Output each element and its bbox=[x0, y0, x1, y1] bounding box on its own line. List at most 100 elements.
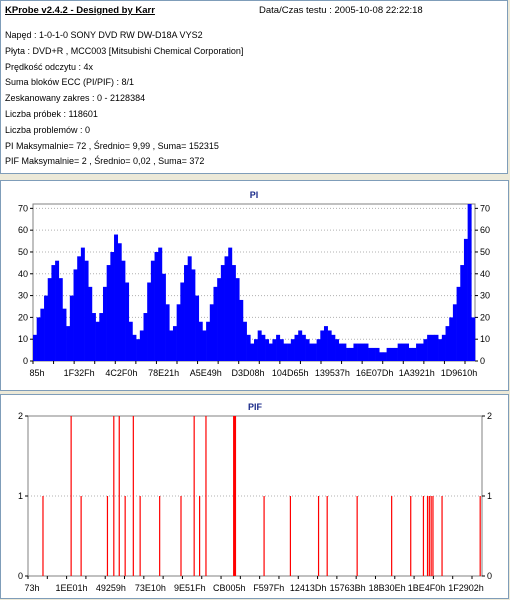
pi-bar bbox=[239, 299, 244, 361]
pi-bar bbox=[397, 343, 402, 361]
pi-bar bbox=[228, 247, 233, 361]
y-tick-label-right: 2 bbox=[487, 411, 492, 421]
pi-bar bbox=[198, 321, 203, 361]
pi-bar bbox=[386, 347, 391, 361]
pi-bar bbox=[467, 204, 472, 361]
pi-bar bbox=[445, 326, 450, 361]
pi-bar bbox=[364, 343, 369, 361]
pi-bar bbox=[176, 304, 181, 361]
pi-bar bbox=[279, 339, 284, 361]
pi-bar bbox=[136, 339, 141, 361]
pi-bar bbox=[172, 326, 177, 361]
pi-bar bbox=[290, 339, 295, 361]
x-tick-label: 73h bbox=[24, 583, 39, 593]
chart-title: PI bbox=[250, 190, 259, 200]
pi-bar bbox=[412, 347, 417, 361]
y-tick-label: 1 bbox=[18, 491, 23, 501]
pi-bar bbox=[283, 343, 288, 361]
pi-bar bbox=[346, 347, 351, 361]
pi-bar bbox=[40, 308, 45, 361]
y-tick-label: 70 bbox=[18, 203, 28, 213]
x-tick-label: 4C2F0h bbox=[105, 368, 137, 378]
pi-bar bbox=[95, 321, 100, 361]
pi-bar bbox=[460, 265, 465, 361]
x-tick-label: 1F2902h bbox=[448, 583, 484, 593]
pi-bar bbox=[180, 282, 185, 361]
pi-bar bbox=[69, 295, 74, 361]
pi-bar bbox=[62, 308, 67, 361]
pi-bar bbox=[261, 334, 266, 361]
info-line: Suma bloków ECC (PI/PIF) : 8/1 bbox=[5, 77, 135, 88]
pi-bar bbox=[393, 347, 398, 361]
pi-bar bbox=[224, 256, 229, 361]
pi-bar bbox=[294, 334, 299, 361]
pi-bar bbox=[99, 313, 104, 361]
pi-bar bbox=[434, 334, 439, 361]
pi-bar bbox=[88, 286, 93, 361]
pi-bar bbox=[77, 256, 82, 361]
pi-bar bbox=[58, 278, 63, 361]
pi-bar bbox=[217, 278, 222, 361]
y-tick-label-right: 40 bbox=[480, 269, 490, 279]
x-tick-label: 1F32Fh bbox=[64, 368, 95, 378]
pi-bar bbox=[73, 269, 78, 361]
pi-bar bbox=[161, 273, 166, 361]
pi-bar bbox=[220, 265, 225, 361]
pi-bar bbox=[246, 334, 251, 361]
pi-bar bbox=[449, 317, 454, 361]
pi-bar bbox=[139, 330, 144, 361]
pi-bar bbox=[309, 343, 314, 361]
x-tick-label: 9E51Fh bbox=[174, 583, 206, 593]
pi-bar bbox=[327, 330, 332, 361]
pi-bar bbox=[416, 343, 421, 361]
x-tick-label: D3D08h bbox=[231, 368, 264, 378]
x-tick-label: 1BE4F0h bbox=[408, 583, 446, 593]
pi-bar bbox=[195, 295, 200, 361]
pi-bar bbox=[84, 260, 89, 361]
pi-bar bbox=[390, 347, 395, 361]
y-tick-label-right: 30 bbox=[480, 291, 490, 301]
pi-bar bbox=[305, 339, 310, 361]
pi-bar bbox=[250, 343, 255, 361]
y-tick-label-right: 10 bbox=[480, 334, 490, 344]
pi-bar bbox=[349, 347, 354, 361]
pi-bar bbox=[335, 339, 340, 361]
pi-bar bbox=[44, 295, 49, 361]
pi-bar bbox=[382, 352, 387, 361]
pi-bar bbox=[209, 304, 214, 361]
info-line: Płyta : DVD+R , MCC003 [Mitsubishi Chemi… bbox=[5, 45, 244, 56]
pi-bar bbox=[106, 265, 111, 361]
info-line: Liczba problemów : 0 bbox=[5, 124, 91, 135]
pi-bar bbox=[150, 260, 155, 361]
x-tick-label: 15763Bh bbox=[330, 583, 366, 593]
x-tick-label: A5E49h bbox=[190, 368, 222, 378]
x-tick-label: 139537h bbox=[315, 368, 350, 378]
pi-bar bbox=[427, 334, 432, 361]
pi-bar bbox=[165, 304, 170, 361]
pi-bar bbox=[298, 330, 303, 361]
pi-bar bbox=[463, 238, 468, 361]
pi-bar bbox=[438, 339, 443, 361]
pi-bar bbox=[202, 330, 207, 361]
pi-bar bbox=[187, 256, 192, 361]
pi-bar bbox=[33, 334, 37, 361]
pi-bar bbox=[66, 326, 71, 361]
y-tick-label: 0 bbox=[23, 356, 28, 366]
pi-bar bbox=[206, 321, 211, 361]
pi-bar bbox=[36, 317, 41, 361]
pi-bar bbox=[265, 339, 270, 361]
info-line: PI Maksymalnie= 72 , Średnio= 9,99 , Sum… bbox=[5, 140, 219, 151]
pi-bar bbox=[117, 243, 122, 361]
info-header: KProbe v2.4.2 - Designed by Karr Data/Cz… bbox=[5, 5, 505, 16]
pi-chart: PI 0 0 10 10 20 20 30 30 40 40 50 50 60 60 70 70 85h 1F32F… bbox=[0, 180, 509, 391]
pi-bar bbox=[102, 286, 107, 361]
x-tick-label: 1EE01h bbox=[55, 583, 87, 593]
pi-bar bbox=[408, 347, 413, 361]
y-tick-label-right: 0 bbox=[487, 571, 492, 581]
x-tick-label: F597Fh bbox=[253, 583, 284, 593]
test-datetime: Data/Czas testu : 2005-10-08 22:22:18 bbox=[259, 5, 423, 16]
y-tick-label: 30 bbox=[18, 291, 28, 301]
chart-title: PIF bbox=[248, 402, 263, 412]
pi-bar bbox=[316, 339, 321, 361]
y-tick-label-right: 0 bbox=[480, 356, 485, 366]
